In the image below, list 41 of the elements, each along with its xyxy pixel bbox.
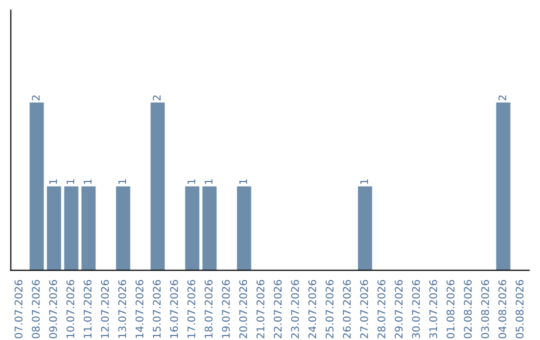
data-label: 2: [32, 96, 40, 100]
x-tick-label: 14.07.2026: [136, 280, 144, 338]
x-tick-label: 09.07.2026: [49, 280, 58, 338]
x-tick-label: 19.07.2026: [222, 280, 230, 338]
x-tick-label: 27.07.2026: [360, 280, 368, 338]
x-tick-label: 31.07.2026: [429, 280, 438, 338]
x-tick-label: 29.07.2026: [394, 280, 403, 338]
data-label: 1: [84, 179, 92, 184]
data-label: 1: [66, 179, 74, 184]
x-tick-label: 13.07.2026: [118, 280, 126, 338]
x-tick-label: 30.07.2026: [412, 280, 420, 338]
data-label: 1: [49, 179, 57, 184]
x-tick-label: 15.07.2026: [152, 280, 161, 338]
x-tick-label: 04.08.2026: [498, 280, 506, 338]
x-tick-label: 11.07.2026: [84, 280, 92, 338]
x-tick-label: 25.07.2026: [326, 280, 334, 338]
data-label: 2: [498, 96, 506, 100]
x-tick-label: 07.07.2026: [14, 280, 22, 338]
x-tick-label: 18.07.2026: [204, 280, 213, 338]
x-tick-label: 23.07.2026: [291, 280, 299, 338]
x-tick-label: 05.08.2026: [516, 280, 524, 338]
x-tick-label: 08.07.2026: [32, 280, 40, 338]
x-tick-label: 01.08.2026: [446, 280, 454, 338]
x-tick-label: 22.07.2026: [274, 280, 282, 338]
x-tick-label: 20.07.2026: [239, 280, 248, 338]
data-label: 1: [188, 179, 196, 184]
data-label: 2: [152, 96, 161, 100]
data-label: 1: [239, 179, 247, 184]
data-label: 1: [204, 179, 212, 184]
x-tick-label: 12.07.2026: [100, 280, 109, 338]
x-tick-label: 24.07.2026: [308, 280, 316, 338]
x-tick-label: 26.07.2026: [342, 280, 351, 338]
data-label: 1: [118, 179, 126, 184]
x-tick-label: 16.07.2026: [170, 280, 178, 338]
x-tick-label: 17.07.2026: [187, 280, 196, 338]
x-tick-label: 10.07.2026: [66, 280, 74, 338]
data-label: 1: [360, 179, 368, 184]
x-tick-label: 02.08.2026: [464, 280, 472, 338]
x-tick-label: 28.07.2026: [377, 280, 386, 338]
x-tick-label: 03.08.2026: [481, 280, 490, 338]
x-tick-label: 21.07.2026: [256, 280, 264, 338]
